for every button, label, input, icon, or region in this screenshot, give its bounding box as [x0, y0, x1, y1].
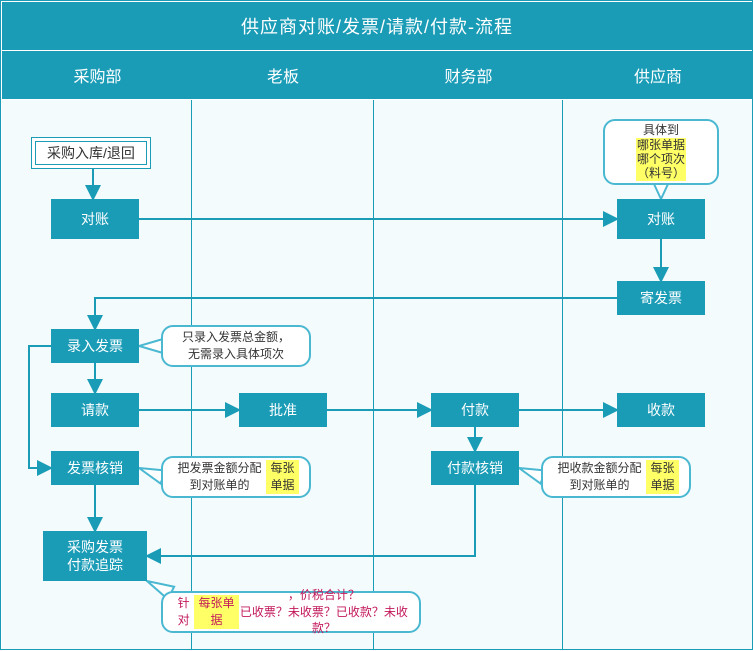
node-label: 批准: [269, 401, 297, 419]
callout-line: 无需录入具体项次: [188, 346, 284, 363]
lane-head-0: 采购部: [3, 51, 192, 99]
node-receive: 收款: [617, 393, 705, 427]
node-label: 寄发票: [640, 289, 682, 307]
lane-label: 财务部: [444, 63, 492, 87]
node-approve: 批准: [239, 393, 327, 427]
node-label: 付款核销: [447, 459, 503, 477]
chart-title: 供应商对账/发票/请款/付款-流程: [241, 13, 513, 39]
node-label: 发票核销: [67, 459, 123, 477]
node-label: 对账: [647, 210, 675, 228]
node-pay: 付款: [431, 393, 519, 427]
lane-header-band: 采购部 老板 财务部 供应商: [2, 51, 752, 99]
callout-invoice-writeoff: 把发票金额分配到对账单的每张单据: [161, 456, 311, 498]
node-tracking: 采购发票 付款追踪: [43, 531, 147, 581]
node-start: 采购入库/退回: [31, 137, 151, 169]
node-label: 对账: [81, 210, 109, 228]
lane-divider: [191, 100, 192, 650]
node-label: 采购发票 付款追踪: [67, 538, 123, 574]
node-label: 录入发票: [67, 337, 123, 355]
lane-label: 供应商: [634, 63, 682, 87]
node-label: 请款: [81, 401, 109, 419]
flowchart-canvas: 供应商对账/发票/请款/付款-流程 采购部 老板 财务部 供应商 采购入库/退回…: [0, 0, 753, 650]
node-payment-writeoff: 付款核销: [431, 451, 519, 485]
lane-divider: [562, 100, 563, 650]
callout-duizhang-detail: 具体到 哪张单据 哪个项次 （料号）: [603, 119, 719, 185]
node-send-invoice: 寄发票: [617, 281, 705, 315]
node-enter-invoice: 录入发票: [51, 329, 139, 363]
node-label: 采购入库/退回: [47, 143, 135, 163]
lane-head-1: 老板: [192, 51, 374, 99]
callout-line: 哪张单据: [636, 138, 686, 152]
node-label: 收款: [647, 401, 675, 419]
callout-enter-invoice: 只录入发票总金额， 无需录入具体项次: [161, 325, 311, 367]
node-request-payment: 请款: [51, 393, 139, 427]
lane-divider: [373, 100, 374, 650]
callout-line: 具体到: [643, 123, 679, 137]
node-label: 付款: [461, 401, 489, 419]
callout-payment-writeoff: 把收款金额分配到对账单的每张单据: [541, 456, 691, 498]
lane-label: 老板: [267, 63, 299, 87]
callout-line: 哪个项次: [636, 152, 686, 166]
node-duizhang-supplier: 对账: [617, 199, 705, 239]
callout-tracking: 针对每张单据，价税合计？已收票？未收票？已收款？未收款？: [161, 591, 421, 633]
title-band: 供应商对账/发票/请款/付款-流程: [2, 2, 752, 50]
lane-head-3: 供应商: [563, 51, 753, 99]
node-invoice-writeoff: 发票核销: [51, 451, 139, 485]
node-duizhang-purchasing: 对账: [51, 199, 139, 239]
lane-head-2: 财务部: [374, 51, 563, 99]
callout-line: 只录入发票总金额，: [182, 329, 290, 346]
callout-line: （料号）: [636, 166, 686, 180]
lane-label: 采购部: [73, 63, 121, 87]
